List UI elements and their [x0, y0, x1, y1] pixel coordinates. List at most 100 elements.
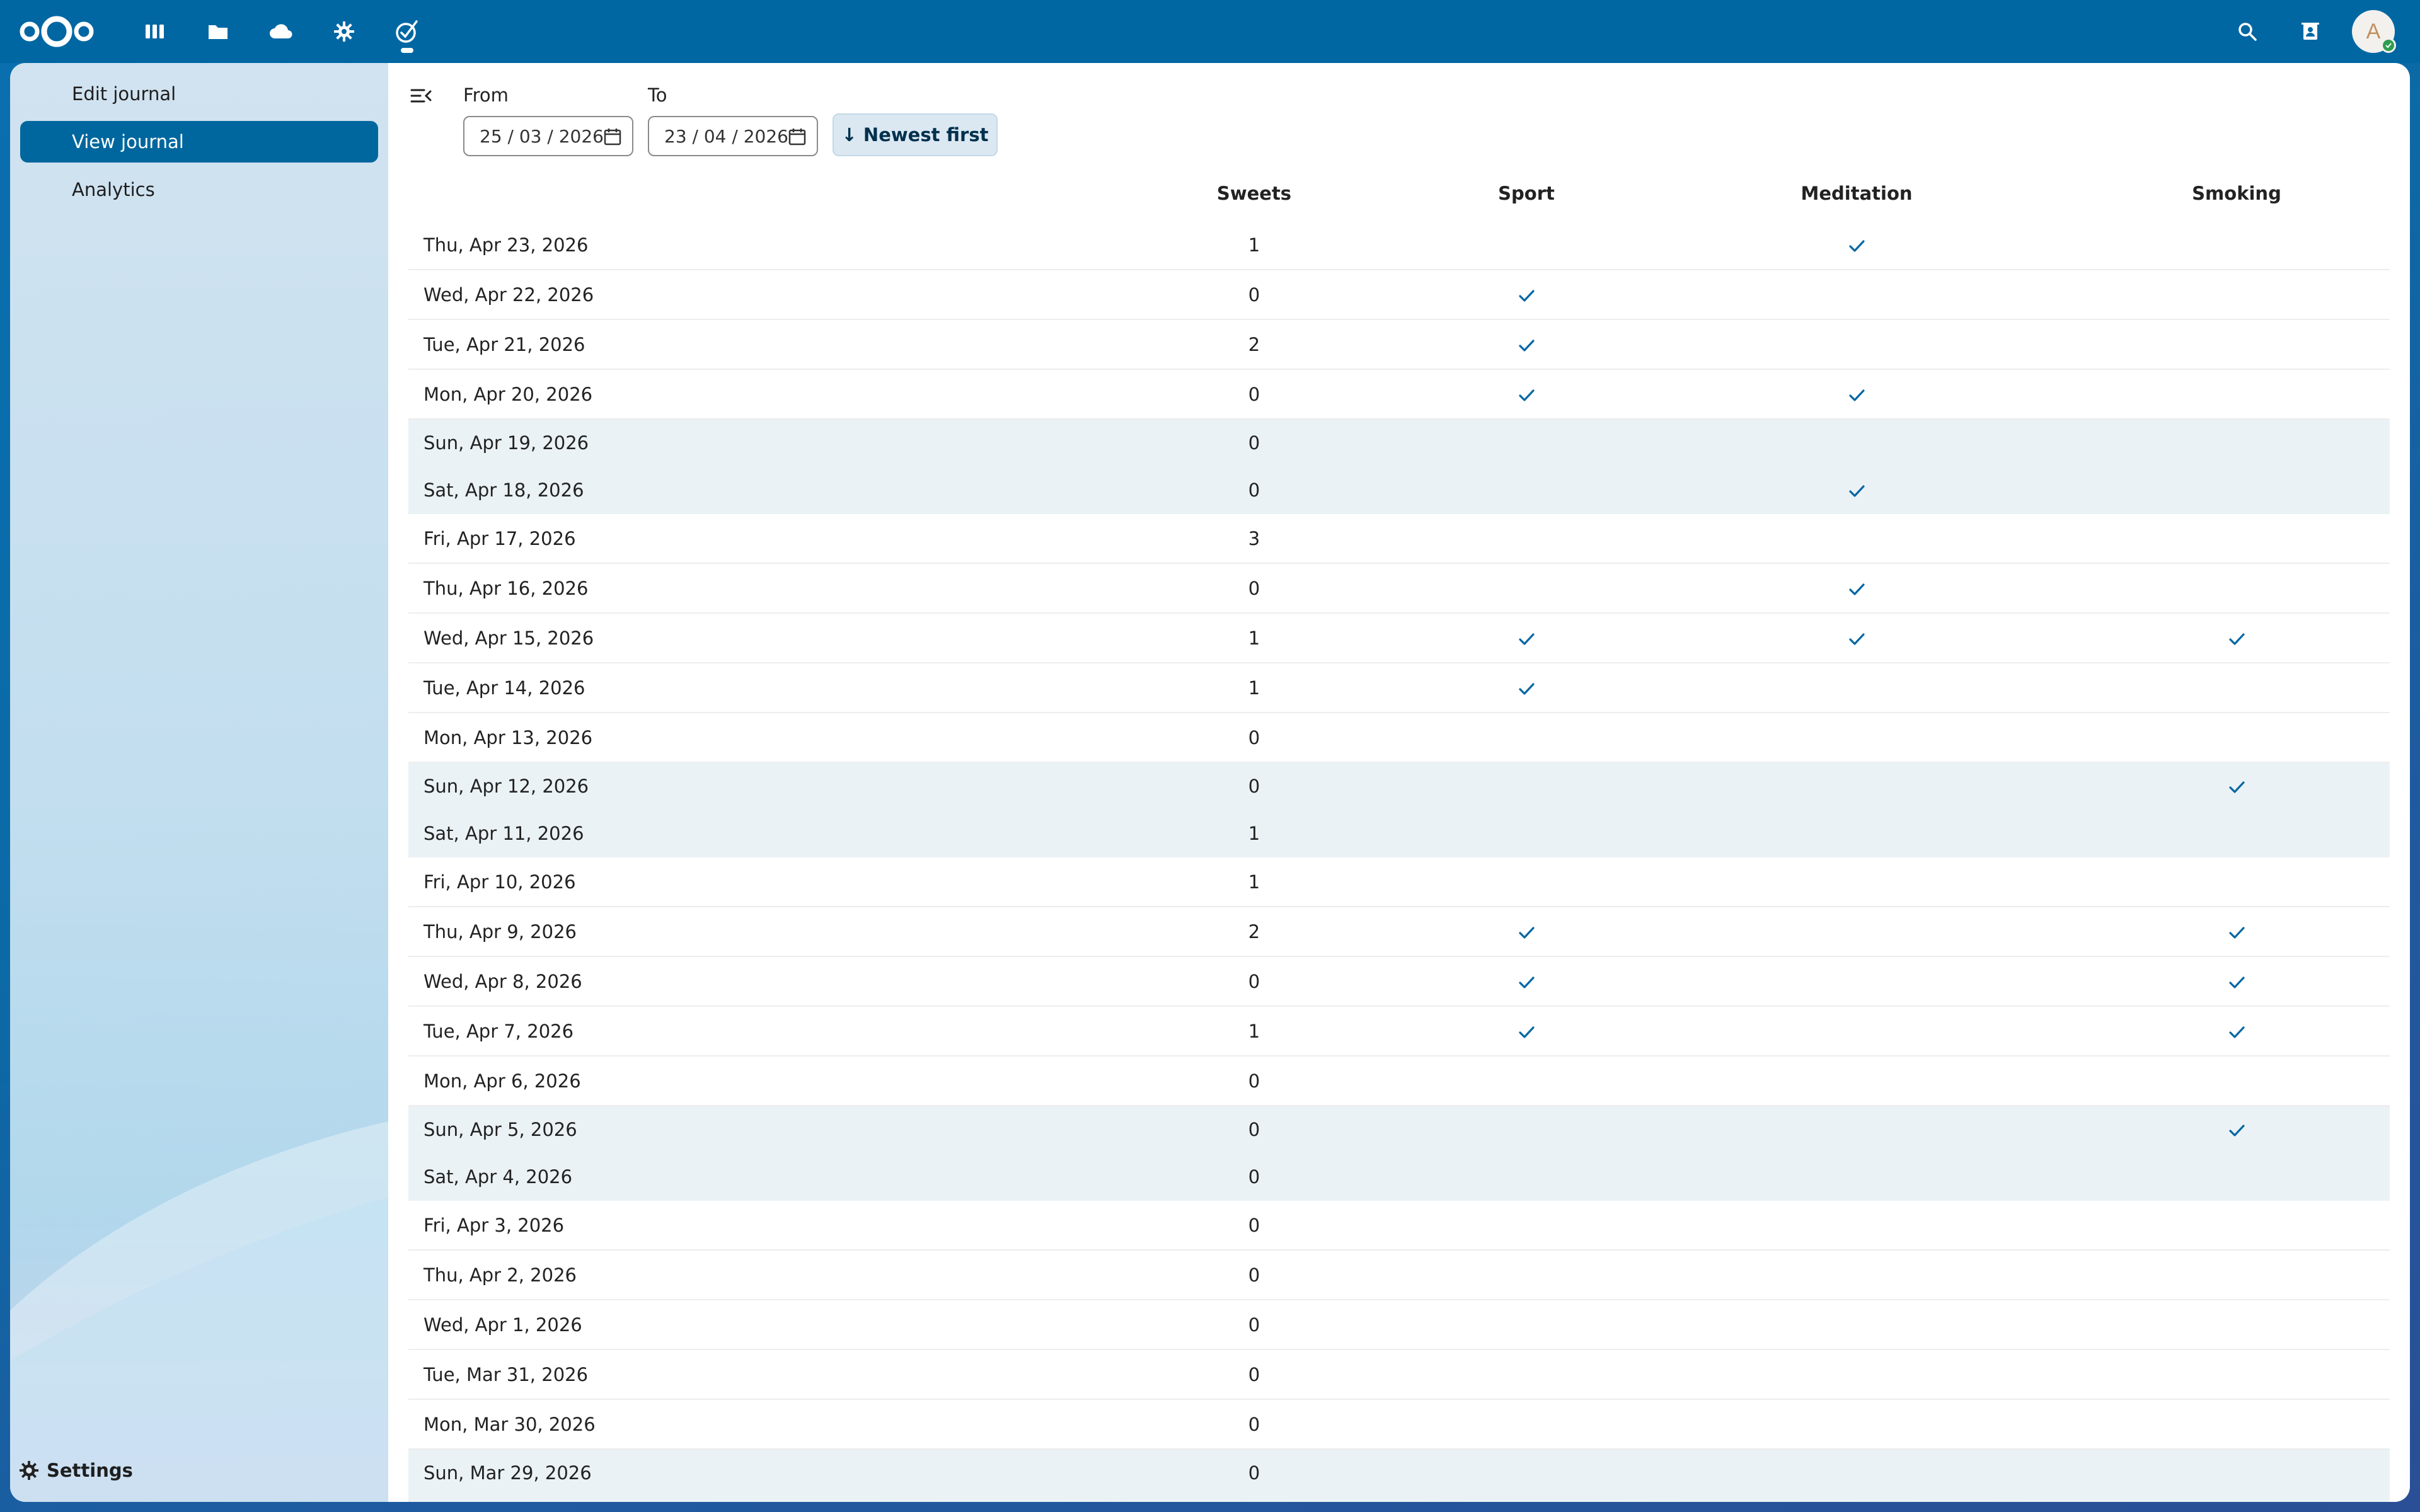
cloud-icon[interactable] [267, 18, 295, 45]
nextcloud-logo-icon[interactable] [18, 13, 96, 50]
search-icon[interactable] [2233, 18, 2261, 45]
meditation-check-icon [1849, 389, 1865, 401]
table-row: Wed, Apr 1, 2026 0 [408, 1300, 2390, 1350]
sport-check-icon [1519, 1026, 1535, 1038]
sport-check-icon [1519, 389, 1535, 401]
sidebar-item-analytics[interactable]: Analytics [20, 169, 378, 210]
table-row: Thu, Apr 2, 2026 0 [408, 1251, 2390, 1300]
row-date: Thu, Apr 2, 2026 [424, 1264, 577, 1286]
row-date: Mon, Apr 20, 2026 [424, 384, 593, 405]
files-icon[interactable] [204, 18, 232, 45]
calendar-icon[interactable] [603, 127, 622, 146]
table-row: Wed, Apr 8, 2026 0 [408, 957, 2390, 1007]
sweets-count: 1 [1248, 1021, 1260, 1042]
table-row: Tue, Apr 7, 2026 1 [408, 1007, 2390, 1057]
top-bar: A [0, 0, 2420, 63]
table-row: Wed, Apr 22, 2026 0 [408, 270, 2390, 320]
row-date: Sat, Apr 4, 2026 [424, 1166, 573, 1188]
sweets-count: 1 [1248, 234, 1260, 256]
sidebar: Edit journal View journal Analytics [10, 63, 388, 1502]
sidebar-item-label: Edit journal [72, 83, 176, 105]
row-date: Sat, Apr 11, 2026 [424, 823, 584, 844]
sweets-count: 0 [1248, 1264, 1260, 1286]
table-row: Wed, Apr 15, 2026 1 [408, 614, 2390, 663]
row-date: Tue, Apr 7, 2026 [424, 1021, 574, 1042]
menu-collapse-icon [410, 89, 432, 103]
sweets-count: 0 [1248, 479, 1260, 501]
table-row: Thu, Apr 23, 2026 1 [408, 220, 2390, 270]
toggle-sidebar-button[interactable] [407, 82, 435, 110]
table-row: Sat, Apr 4, 2026 0 [408, 1154, 2390, 1201]
row-date: Wed, Apr 15, 2026 [424, 627, 594, 649]
sweets-count: 0 [1248, 578, 1260, 599]
sweets-count: 2 [1248, 334, 1260, 355]
row-date: Thu, Apr 16, 2026 [424, 578, 589, 599]
sweets-count: 0 [1248, 284, 1260, 306]
table-row: Sun, Mar 29, 2026 0 [408, 1450, 2390, 1497]
sport-check-icon [1519, 290, 1535, 302]
to-date-input[interactable]: 23 / 04 / 2026 [648, 116, 818, 156]
calendar-icon[interactable] [788, 127, 807, 146]
column-header-smoking: Smoking [2192, 183, 2281, 204]
table-row: Sun, Apr 19, 2026 0 [408, 420, 2390, 467]
table-row: Tue, Apr 14, 2026 1 [408, 663, 2390, 713]
sidebar-item-edit-journal[interactable]: Edit journal [20, 73, 378, 115]
row-date: Wed, Apr 22, 2026 [424, 284, 594, 306]
sweets-count: 1 [1248, 823, 1260, 844]
table-row: Sat, Apr 11, 2026 1 [408, 810, 2390, 857]
sweets-count: 0 [1248, 432, 1260, 454]
row-date: Sun, Apr 19, 2026 [424, 432, 589, 454]
row-date: Fri, Apr 10, 2026 [424, 871, 576, 893]
table-row: Fri, Apr 17, 2026 3 [408, 514, 2390, 564]
dashboard-icon[interactable] [141, 18, 169, 45]
row-date: Wed, Apr 1, 2026 [424, 1314, 582, 1336]
table-row: Fri, Apr 10, 2026 1 [408, 857, 2390, 907]
table-row: Sun, Apr 12, 2026 0 [408, 763, 2390, 810]
to-date-value: 23 / 04 / 2026 [664, 125, 788, 147]
sport-check-icon [1519, 340, 1535, 352]
sweets-count: 0 [1248, 1462, 1260, 1484]
gear-icon [19, 1460, 39, 1480]
sidebar-item-label: View journal [72, 131, 184, 152]
smoking-check-icon [2229, 1026, 2245, 1038]
row-date: Mon, Apr 13, 2026 [424, 727, 593, 748]
from-date-input[interactable]: 25 / 03 / 2026 [463, 116, 633, 156]
smoking-check-icon [2229, 1125, 2245, 1137]
sweets-count: 0 [1248, 971, 1260, 992]
table-row: Tue, Apr 21, 2026 2 [408, 320, 2390, 370]
table-row: Mon, Apr 20, 2026 0 [408, 370, 2390, 420]
journal-table: Sweets Sport Meditation Smoking Thu, Apr… [408, 183, 2390, 1502]
online-status-icon [2381, 38, 2396, 53]
table-row: Fri, Apr 3, 2026 0 [408, 1201, 2390, 1251]
table-row: Tue, Mar 31, 2026 0 [408, 1350, 2390, 1400]
row-date: Tue, Mar 31, 2026 [424, 1364, 589, 1385]
smoking-check-icon [2229, 633, 2245, 645]
row-date: Tue, Apr 14, 2026 [424, 677, 585, 699]
sweets-count: 0 [1248, 1314, 1260, 1336]
row-date: Sun, Mar 29, 2026 [424, 1462, 592, 1484]
meditation-check-icon [1849, 583, 1865, 595]
sort-order-button[interactable]: ↓ Newest first [833, 113, 998, 156]
contacts-icon[interactable] [2296, 18, 2324, 45]
sport-check-icon [1519, 976, 1535, 988]
settings-button[interactable]: Settings [19, 1454, 133, 1487]
sweets-count: 1 [1248, 677, 1260, 699]
meditation-check-icon [1849, 485, 1865, 497]
row-date: Fri, Apr 17, 2026 [424, 528, 576, 549]
journal-app-icon[interactable] [393, 18, 421, 45]
sweets-count: 1 [1248, 871, 1260, 893]
table-row: Mon, Apr 6, 2026 0 [408, 1057, 2390, 1106]
column-header-sweets: Sweets [1216, 183, 1292, 204]
settings-app-icon[interactable] [330, 18, 358, 45]
sweets-count: 0 [1248, 1215, 1260, 1236]
background-wave [10, 1121, 388, 1502]
sweets-count: 0 [1248, 1364, 1260, 1385]
table-row: Sat, Apr 18, 2026 0 [408, 467, 2390, 514]
table-row: Thu, Apr 9, 2026 2 [408, 907, 2390, 957]
row-date: Fri, Apr 3, 2026 [424, 1215, 565, 1236]
sweets-count: 0 [1248, 727, 1260, 748]
to-label: To [648, 84, 667, 106]
active-app-indicator [401, 48, 413, 53]
sidebar-item-view-journal[interactable]: View journal [20, 121, 378, 163]
